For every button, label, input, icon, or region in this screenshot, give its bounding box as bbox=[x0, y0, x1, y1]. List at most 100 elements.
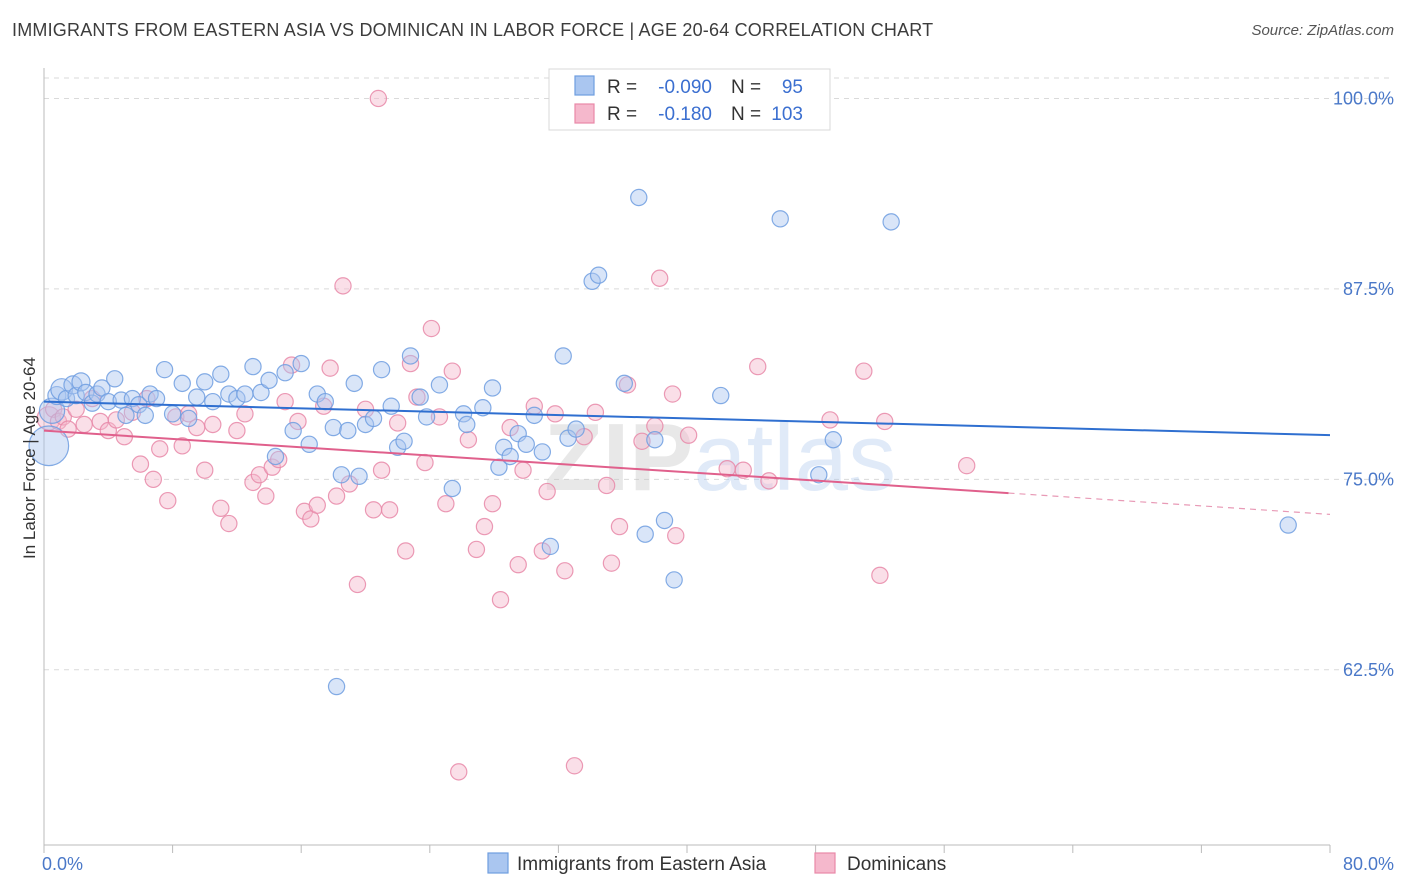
dominican-point bbox=[334, 277, 352, 295]
dominican-trend-extension bbox=[1008, 492, 1331, 515]
svg-text:-0.090: -0.090 bbox=[658, 77, 712, 98]
bottom-legend: Immigrants from Eastern Asia Dominicans bbox=[487, 852, 946, 875]
dominican-point bbox=[565, 757, 584, 775]
eastern-asia-point bbox=[236, 385, 254, 403]
eastern-asia-point bbox=[401, 347, 420, 365]
eastern-asia-point bbox=[430, 376, 449, 394]
eastern-asia-point bbox=[316, 392, 335, 411]
svg-text:N =: N = bbox=[731, 104, 761, 125]
eastern-asia-point bbox=[350, 467, 368, 486]
dominican-point bbox=[633, 432, 651, 450]
dominican-point bbox=[821, 411, 839, 429]
eastern-asia-point bbox=[117, 406, 135, 425]
trend-lines bbox=[43, 400, 1331, 515]
eastern-asia-point bbox=[583, 272, 601, 290]
dominican-point bbox=[437, 495, 455, 513]
eastern-asia-point bbox=[324, 418, 343, 437]
legend-swatch-pink bbox=[574, 103, 595, 124]
dominican-point bbox=[475, 517, 494, 536]
dominican-point bbox=[602, 554, 621, 572]
dominican-point bbox=[514, 461, 532, 479]
dominican-point bbox=[388, 414, 407, 432]
dominican-point bbox=[228, 421, 246, 440]
eastern-asia-point bbox=[332, 466, 351, 484]
eastern-asia-point bbox=[824, 431, 842, 449]
dominican-point bbox=[220, 514, 238, 533]
eastern-asia-point bbox=[204, 392, 222, 411]
dominican-point bbox=[760, 472, 778, 490]
dominican-point bbox=[586, 403, 605, 422]
dominican-point bbox=[491, 591, 510, 609]
dominican-point bbox=[308, 496, 326, 514]
eastern-asia-point bbox=[252, 383, 270, 402]
eastern-asia-point bbox=[712, 386, 730, 405]
dominican-point bbox=[443, 362, 462, 380]
svg-text:Dominicans: Dominicans bbox=[847, 854, 946, 875]
dominican-point bbox=[276, 392, 294, 411]
dominican-point bbox=[734, 461, 752, 479]
eastern-asia-point bbox=[173, 374, 191, 393]
y-tick-label: 62.5% bbox=[1343, 660, 1394, 680]
eastern-asia-point bbox=[196, 373, 214, 391]
dominican-point bbox=[167, 408, 185, 426]
eastern-asia-point bbox=[106, 370, 124, 388]
dominican-point bbox=[348, 575, 367, 594]
eastern-asia-point bbox=[567, 420, 585, 438]
eastern-asia-point bbox=[1279, 516, 1297, 534]
y-tick-labels: 100.0% 87.5% 75.0% 62.5% bbox=[1333, 88, 1394, 679]
eastern-asia-point bbox=[655, 511, 674, 530]
dominican-point bbox=[483, 495, 502, 513]
dominicans-points bbox=[36, 89, 976, 781]
top-legend: R = -0.090 N = 95 R = -0.180 N = 103 bbox=[548, 68, 831, 131]
dominican-point bbox=[131, 455, 150, 473]
dominican-point bbox=[396, 542, 415, 560]
eastern-asia-point bbox=[364, 409, 383, 428]
eastern-asia-point bbox=[155, 360, 174, 379]
dominican-point bbox=[610, 517, 629, 536]
eastern-asia-point bbox=[244, 357, 262, 376]
eastern-asia-point bbox=[179, 409, 198, 428]
eastern-asia-point bbox=[292, 354, 310, 373]
eastern-asia-point bbox=[636, 525, 654, 543]
eastern-asia-point bbox=[345, 374, 363, 393]
dominican-point bbox=[196, 461, 214, 479]
chart-source: Source: ZipAtlas.com bbox=[1251, 22, 1394, 39]
svg-text:-0.180: -0.180 bbox=[658, 104, 712, 125]
eastern-asia-trend bbox=[43, 400, 1331, 437]
eastern-asia-point bbox=[147, 389, 166, 408]
eastern-asia-point bbox=[339, 421, 357, 440]
dominican-trend bbox=[43, 429, 1009, 495]
dominican-point bbox=[855, 362, 873, 380]
legend-swatch-blue bbox=[574, 75, 595, 96]
dominican-point bbox=[257, 487, 275, 505]
dominican-point bbox=[450, 763, 468, 781]
eastern-asia-point bbox=[810, 466, 828, 484]
axes bbox=[43, 68, 1331, 853]
dominican-point bbox=[416, 453, 434, 472]
dominican-point bbox=[533, 542, 552, 560]
dominican-point bbox=[372, 461, 391, 479]
dominican-point bbox=[250, 466, 269, 484]
dominican-point bbox=[958, 456, 976, 475]
dominican-point bbox=[75, 415, 93, 434]
eastern-asia-points bbox=[28, 188, 1297, 696]
y-tick-label: 75.0% bbox=[1343, 469, 1394, 489]
eastern-asia-point bbox=[882, 213, 900, 231]
dominican-point bbox=[509, 555, 527, 574]
eastern-asia-point bbox=[71, 372, 91, 392]
eastern-asia-point bbox=[411, 388, 429, 406]
dominican-point bbox=[269, 450, 288, 469]
eastern-asia-point bbox=[266, 447, 285, 466]
dominican-point bbox=[289, 412, 307, 431]
dominican-point bbox=[173, 437, 191, 455]
dominican-point bbox=[159, 491, 177, 510]
dominican-point bbox=[467, 540, 486, 559]
eastern-asia-point bbox=[382, 397, 400, 415]
bottom-legend-swatch-pink bbox=[814, 852, 836, 874]
x-tick-min: 0.0% bbox=[42, 854, 83, 874]
dominican-point bbox=[321, 359, 339, 377]
eastern-asia-point bbox=[771, 210, 789, 228]
eastern-asia-point bbox=[388, 438, 407, 457]
dominican-point bbox=[107, 411, 126, 429]
